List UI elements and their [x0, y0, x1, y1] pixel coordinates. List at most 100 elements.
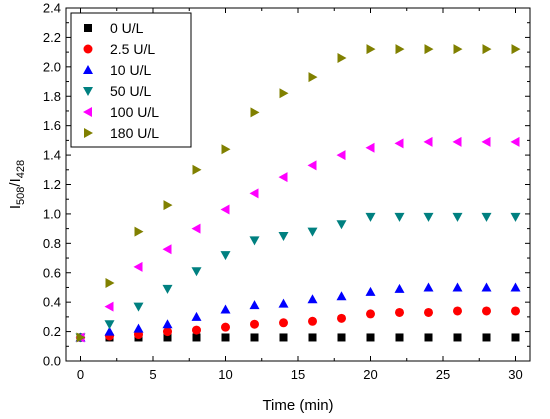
- data-point: [249, 300, 260, 310]
- legend-marker: [83, 107, 92, 117]
- data-point: [163, 333, 172, 342]
- data-point: [278, 298, 289, 308]
- data-point: [424, 44, 434, 55]
- data-point: [220, 304, 231, 314]
- x-tick-label: 25: [436, 367, 450, 382]
- data-point: [308, 316, 317, 326]
- data-point: [423, 282, 434, 292]
- data-point: [366, 44, 376, 55]
- data-point: [279, 88, 289, 99]
- y-tick-label: 2.4: [43, 1, 61, 16]
- legend-label: 10 U/L: [110, 62, 151, 78]
- data-point: [423, 136, 433, 147]
- data-point: [365, 286, 376, 296]
- data-point: [453, 306, 462, 316]
- legend-box: [70, 12, 192, 148]
- data-point: [191, 267, 202, 277]
- series-2: [75, 282, 521, 342]
- data-point: [453, 333, 462, 342]
- data-point: [365, 142, 375, 153]
- data-point: [162, 284, 173, 294]
- data-point: [395, 44, 405, 55]
- legend: 0 U/L 2.5 U/L 10 U/L 50 U/L 100 U/L 180 U/L: [70, 12, 192, 148]
- data-point: [511, 306, 520, 316]
- data-point: [395, 333, 404, 342]
- series-3: [75, 212, 521, 343]
- series-5: [76, 44, 521, 343]
- data-point: [162, 319, 173, 329]
- y-axis-title-base: I: [7, 205, 24, 209]
- data-point: [192, 333, 201, 342]
- plot-frame: [65, 7, 531, 362]
- y-axis-title-sub1: 508: [15, 187, 27, 205]
- data-point: [162, 244, 172, 255]
- data-point: [481, 136, 491, 147]
- data-point: [307, 227, 318, 237]
- y-axis-title-sep: /I: [7, 178, 24, 186]
- legend-label: 0 U/L: [110, 20, 144, 36]
- data-point: [221, 144, 231, 155]
- data-point: [482, 306, 491, 316]
- data-point: [307, 160, 317, 171]
- data-point: [133, 323, 144, 333]
- y-tick-label: 0.0: [43, 354, 61, 369]
- plot-marks: [75, 44, 521, 343]
- data-point: [76, 332, 86, 343]
- legend-marker: [84, 24, 92, 32]
- data-point: [366, 333, 375, 342]
- legend-label: 180 U/L: [110, 125, 159, 141]
- y-tick-label: 0.8: [43, 236, 61, 251]
- data-point: [307, 294, 318, 304]
- data-point: [424, 307, 433, 317]
- data-point: [163, 200, 173, 211]
- legend-marker: [84, 128, 93, 138]
- data-point: [511, 44, 521, 55]
- legend-label: 100 U/L: [110, 104, 159, 120]
- data-point: [453, 44, 463, 55]
- data-point: [452, 212, 463, 222]
- y-tick-label: 1.0: [43, 206, 61, 221]
- y-tick-label: 1.4: [43, 148, 61, 163]
- data-point: [481, 282, 492, 292]
- data-point: [250, 333, 259, 342]
- legend-marker: [83, 44, 93, 54]
- y-tick-label: 1.2: [43, 177, 61, 192]
- y-tick-label: 0.2: [43, 324, 61, 339]
- data-point: [279, 318, 288, 328]
- x-tick-label: 20: [363, 367, 377, 382]
- data-point: [337, 53, 347, 64]
- data-point: [510, 136, 520, 147]
- data-point: [191, 311, 202, 321]
- y-axis-title-sub2: 428: [15, 160, 27, 178]
- data-point: [250, 107, 260, 118]
- data-point: [192, 164, 202, 175]
- data-point: [279, 333, 288, 342]
- x-axis-title: Time (min): [262, 397, 333, 414]
- data-point: [221, 333, 230, 342]
- x-tick-label: 15: [291, 367, 305, 382]
- data-point: [105, 278, 115, 289]
- data-point: [220, 204, 230, 215]
- tick-labels: 0 5 10 15 20 25 30 0.0 0.2 0.4 0.6 0.8 1.0 1.2 1.4 1.6 1…: [43, 1, 523, 383]
- legend-label: 50 U/L: [110, 83, 151, 99]
- data-point: [337, 333, 346, 342]
- series-4: [75, 136, 520, 343]
- data-point: [134, 226, 144, 237]
- data-point: [192, 325, 201, 335]
- data-point: [452, 136, 462, 147]
- data-point: [452, 282, 463, 292]
- data-point: [163, 327, 172, 337]
- y-tick-label: 2.2: [43, 30, 61, 45]
- data-point: [482, 44, 492, 55]
- data-point: [510, 212, 521, 222]
- y-tick-label: 2.0: [43, 59, 61, 74]
- data-point: [104, 320, 115, 330]
- x-tick-label: 30: [508, 367, 522, 382]
- data-point: [308, 333, 317, 342]
- data-point: [482, 333, 491, 342]
- data-point: [336, 220, 347, 230]
- data-point: [336, 150, 346, 161]
- y-tick-label: 0.4: [43, 295, 61, 310]
- data-point: [423, 212, 434, 222]
